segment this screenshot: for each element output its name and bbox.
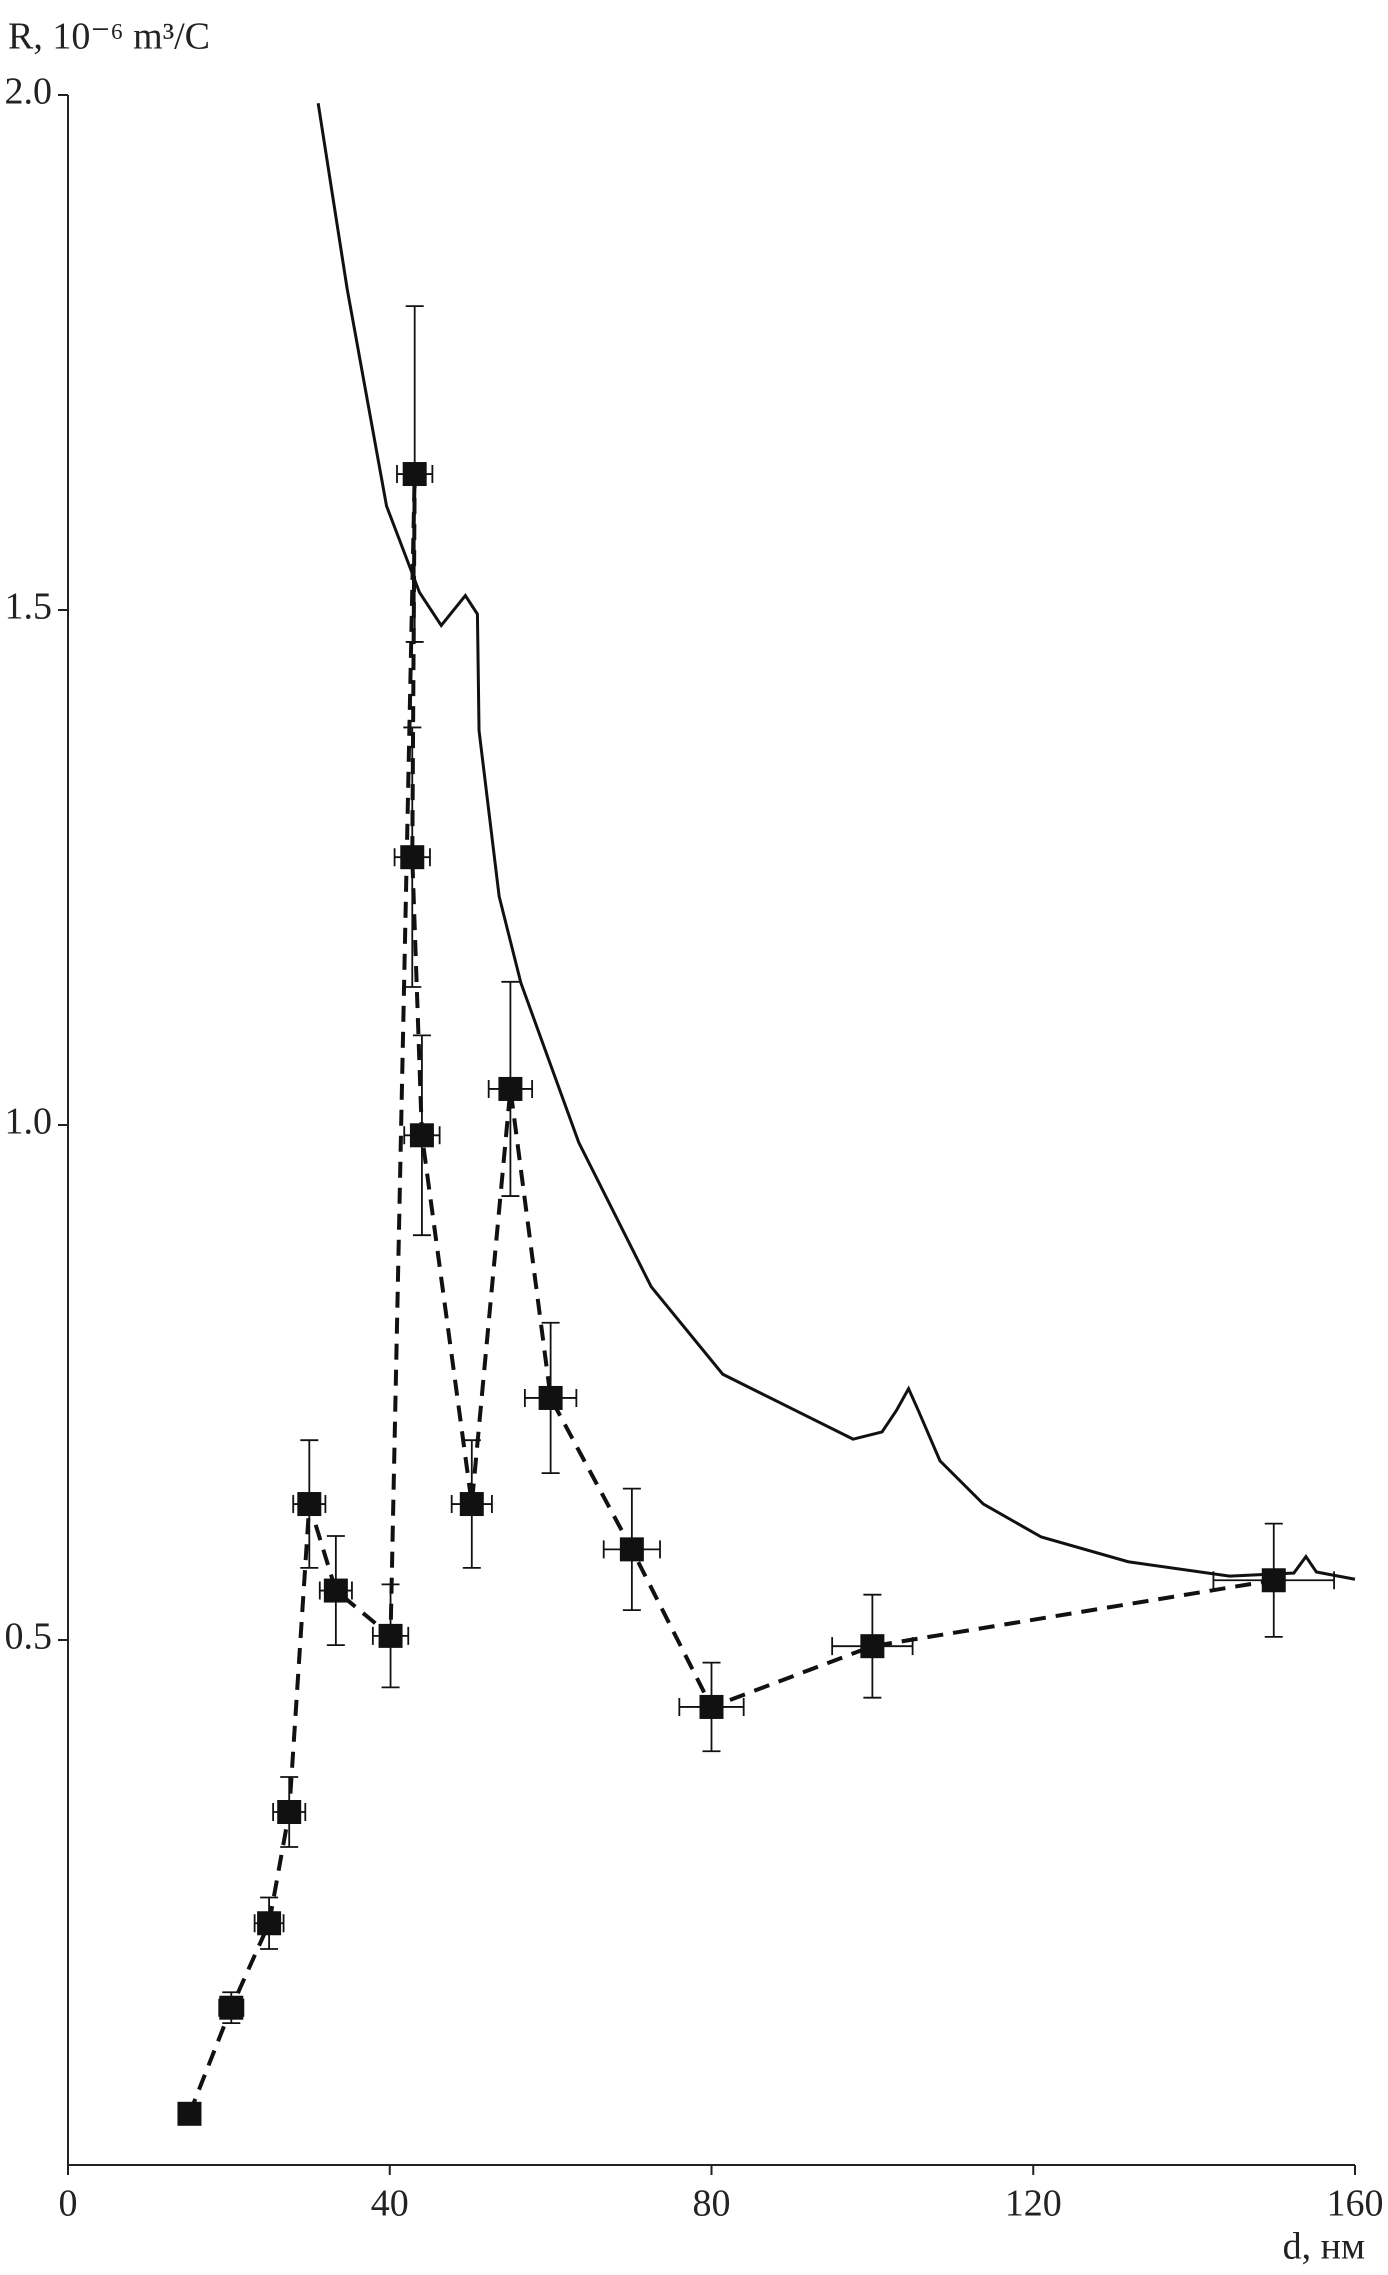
y-axis-label: R, 10⁻⁶ m³/C bbox=[8, 16, 210, 58]
marker bbox=[860, 1634, 885, 1659]
marker bbox=[409, 1123, 434, 1148]
marker bbox=[459, 1492, 484, 1517]
y-tick-label: 2.0 bbox=[5, 71, 53, 113]
x-tick-label: 0 bbox=[59, 2183, 78, 2225]
marker bbox=[378, 1623, 403, 1648]
x-axis-label: d, нм bbox=[1283, 2226, 1365, 2268]
marker bbox=[402, 462, 427, 487]
marker bbox=[1261, 1568, 1286, 1593]
marker bbox=[538, 1385, 563, 1410]
data-line bbox=[187, 473, 1275, 2115]
marker bbox=[400, 845, 425, 870]
y-tick-label: 1.0 bbox=[5, 1101, 53, 1143]
x-tick-label: 80 bbox=[693, 2183, 731, 2225]
marker bbox=[257, 1911, 282, 1936]
marker bbox=[219, 1995, 244, 2020]
x-tick-label: 120 bbox=[1005, 2183, 1062, 2225]
y-tick-label: 1.5 bbox=[5, 586, 53, 628]
marker bbox=[277, 1800, 302, 1825]
marker bbox=[498, 1076, 523, 1101]
x-tick-label: 40 bbox=[371, 2183, 409, 2225]
marker bbox=[177, 2101, 202, 2126]
marker bbox=[619, 1537, 644, 1562]
data-line bbox=[316, 103, 1356, 1581]
marker bbox=[297, 1492, 322, 1517]
marker bbox=[699, 1694, 724, 1719]
y-tick-label: 0.5 bbox=[5, 1616, 53, 1658]
x-tick-label: 160 bbox=[1327, 2183, 1384, 2225]
marker bbox=[323, 1578, 348, 1603]
